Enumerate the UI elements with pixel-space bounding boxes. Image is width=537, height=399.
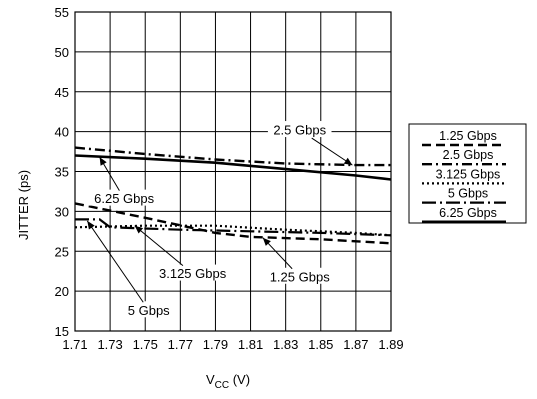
annotation-bg-1 [88,189,160,206]
x-tick-label-6: 1.83 [273,337,298,352]
series-line-4 [74,154,392,181]
series-line-0 [74,202,392,245]
legend-label-2: 3.125 Gbps [436,167,501,181]
x-axis-title-main: V [206,372,215,387]
annotation-label-4: 5 Gbps [128,303,170,318]
x-tick-label-9: 1.89 [378,337,403,352]
legend-label-1: 2.5 Gbps [443,148,494,162]
annotation-arrowhead-0 [343,157,353,166]
x-tick-label-8: 1.87 [343,337,368,352]
legend-label-0: 1.25 Gbps [439,129,497,143]
annotation-bg-0 [267,121,332,138]
series-line-3 [75,218,392,237]
x-axis-title-subscript: CC [215,380,229,391]
x-axis-title: VCC (V) [206,372,250,391]
legend: 1.25 Gbps 2.5 Gbps 3.125 Gbps 5 Gbps 6.25 Gb… [408,123,527,224]
annotation-bg-2 [153,264,232,281]
annotation-bg-3 [264,267,336,284]
y-tick-label-5: 40 [55,125,69,140]
plot-border [74,11,392,332]
y-tick-label-4: 35 [55,165,69,180]
annotation-bg-4 [124,301,174,318]
annotation-label-2: 3.125 Gbps [159,266,227,281]
y-tick-label-8: 55 [55,5,69,20]
annotation-leader-0 [311,137,353,166]
legend-label-3: 5 Gbps [448,187,488,201]
x-axis-title-unit: (V) [229,372,250,387]
x-tick-label-0: 1.71 [62,337,87,352]
x-tick-label-3: 1.77 [168,337,193,352]
x-tick-label-7: 1.85 [308,337,333,352]
series-line-1 [74,146,391,167]
series-lines [74,146,392,245]
annotation-arrowhead-4 [87,220,95,230]
y-tick-label-0: 15 [55,324,69,339]
y-tick-label-3: 30 [55,204,69,219]
annotation-leader-4 [86,220,144,303]
x-tick-label-1: 1.73 [97,337,122,352]
y-tick-label-1: 20 [55,284,69,299]
legend-label-4: 6.25 Gbps [439,206,497,220]
x-tick-labels: 1.71 1.73 1.75 1.77 1.79 1.81 1.83 1.85 1.87 1.89 [62,337,403,352]
plot-frame [74,11,392,332]
annotation-arrowhead-2 [134,225,144,234]
annotation-leader-2 [134,225,184,266]
annotation-arrowhead-3 [262,237,271,246]
annotation-arrowhead-1 [99,157,107,166]
annotation-label-1: 6.25 Gbps [94,191,154,206]
annotation-label-3: 1.25 Gbps [270,269,330,284]
y-axis-title: JITTER (ps) [16,170,31,240]
annotation-label-0: 2.5 Gbps [273,123,326,138]
y-tick-labels: 15 20 25 30 35 40 45 50 55 [55,5,69,339]
y-tick-label-6: 45 [55,85,69,100]
x-tick-label-4: 1.79 [203,337,228,352]
y-tick-label-7: 50 [55,45,69,60]
x-tick-label-2: 1.75 [133,337,158,352]
annotations: 2.5 Gbps 6.25 Gbps 3.125 Gbps 1.25 Gbps 5 Gb… [86,121,353,318]
x-tick-label-5: 1.81 [238,337,263,352]
y-tick-label-2: 25 [55,244,69,259]
